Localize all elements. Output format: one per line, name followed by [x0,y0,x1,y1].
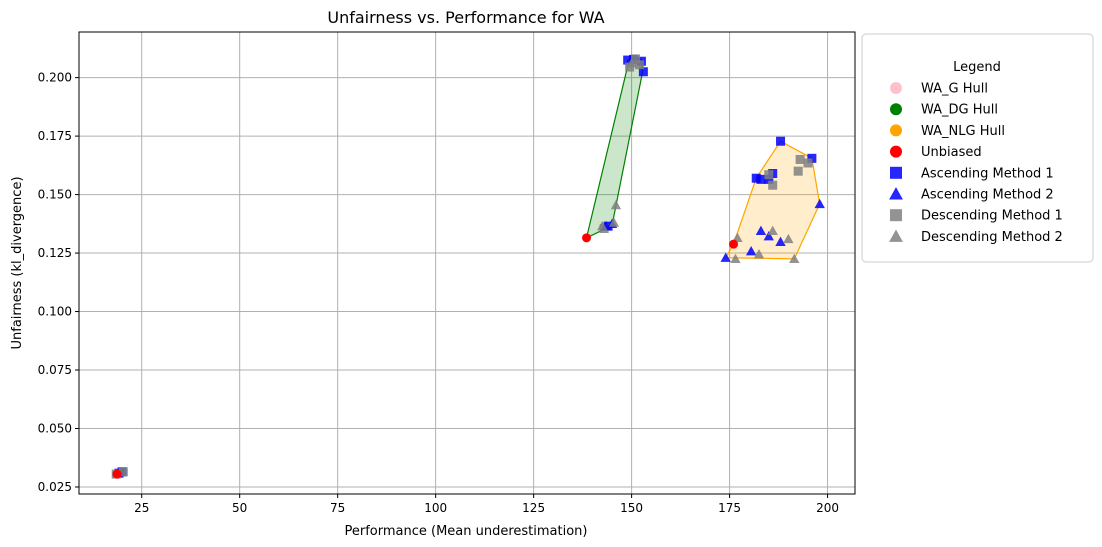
point-unbiased [112,469,122,479]
point-descending-method-2 [626,57,637,68]
point-ascending-method-1 [764,174,774,184]
x-tick-label: 25 [134,501,149,515]
legend-title: Legend [953,60,1001,75]
point-descending-method-1 [764,170,774,180]
point-ascending-method-1 [756,174,766,184]
point-ascending-method-1 [638,67,648,77]
hulls [115,57,821,475]
legend-label-wa-g-hull: WA_G Hull [921,82,988,97]
point-descending-method-1 [803,158,813,168]
x-tick-label: 175 [718,501,741,515]
point-descending-method-2 [753,249,765,259]
legend-marker-descending-method-1 [890,209,902,222]
legend-label-ascending-method-2: Ascending Method 2 [921,188,1054,203]
point-descending-method-1 [634,60,644,70]
legend-marker-wa-dg-hull [890,103,902,116]
y-tick-label: 0.175 [38,129,72,143]
point-descending-method-1 [795,154,805,164]
y-tick-label: 0.125 [38,246,72,260]
x-tick-label: 100 [424,501,447,515]
point-unbiased [582,233,592,243]
legend-label-ascending-method-1: Ascending Method 1 [921,166,1054,181]
point-ascending-method-2 [755,225,767,235]
y-axis: 0.025 0.050 0.075 0.100 0.125 0.150 0.175 0.200 [38,71,79,494]
legend-items: WA_G Hull WA_DG Hull WA_NLG Hull Unbiased As… [889,82,1063,245]
point-descending-method-1 [118,467,128,477]
y-tick-label: 0.050 [38,422,72,436]
legend-label-wa-dg-hull: WA_DG Hull [921,103,998,118]
point-descending-method-2 [610,199,622,210]
point-ascending-method-2 [720,252,731,262]
legend-label-wa-nlg-hull: WA_NLG Hull [921,124,1005,139]
x-tick-label: 200 [816,501,839,515]
legend-marker-ascending-method-2 [889,187,903,200]
x-tick-label: 75 [330,501,345,515]
point-descending-method-2 [783,233,794,244]
x-tick-label: 150 [620,501,643,515]
hull-wa-dg-hull [585,57,644,239]
point-descending-method-2 [608,217,620,227]
legend: Legend WA_G Hull WA_DG Hull WA_NLG Hull Unb… [861,33,1094,263]
legend-marker-wa-g-hull [890,82,902,94]
y-tick-label: 0.075 [38,363,72,377]
x-tick-label: 50 [232,501,247,515]
point-ascending-method-2 [775,236,786,246]
legend-label-descending-method-1: Descending Method 1 [921,209,1063,224]
point-ascending-method-1 [776,136,786,146]
legend-marker-descending-method-2 [889,229,903,242]
point-ascending-method-2 [814,198,825,209]
legend-marker-ascending-method-1 [890,166,902,179]
legend-marker-unbiased [890,145,902,158]
y-tick-label: 0.100 [38,305,72,319]
point-descending-method-2 [767,225,778,235]
point-ascending-method-1 [623,55,633,65]
data-points [111,54,825,479]
x-tick-label: 125 [522,501,545,515]
point-descending-method-2 [730,253,741,264]
plot-frame [78,31,856,495]
legend-box [861,33,1094,263]
point-descending-method-2 [732,232,743,242]
legend-marker-wa-nlg-hull [890,124,902,137]
point-descending-method-2 [597,220,608,231]
legend-label-descending-method-2: Descending Method 2 [921,230,1063,245]
point-unbiased [729,239,739,249]
point-descending-method-1 [768,180,778,190]
point-ascending-method-1 [751,173,761,183]
point-ascending-method-2 [745,246,757,256]
y-axis-label: Unfairness (kl_divergence) [10,176,25,349]
y-tick-label: 0.200 [38,71,72,85]
point-descending-method-1 [793,166,803,176]
point-descending-method-2 [789,253,800,264]
y-tick-label: 0.025 [38,480,72,494]
legend-label-unbiased: Unbiased [921,145,982,160]
point-ascending-method-2 [763,231,774,241]
point-descending-method-1 [631,54,641,64]
x-axis: 25 50 75 100 125 150 175 200 [134,494,839,515]
point-ascending-method-1 [807,153,817,163]
y-tick-label: 0.150 [38,188,72,202]
x-axis-label: Performance (Mean underestimation) [344,524,587,539]
chart-title: Unfairness vs. Performance for WA [327,8,604,27]
